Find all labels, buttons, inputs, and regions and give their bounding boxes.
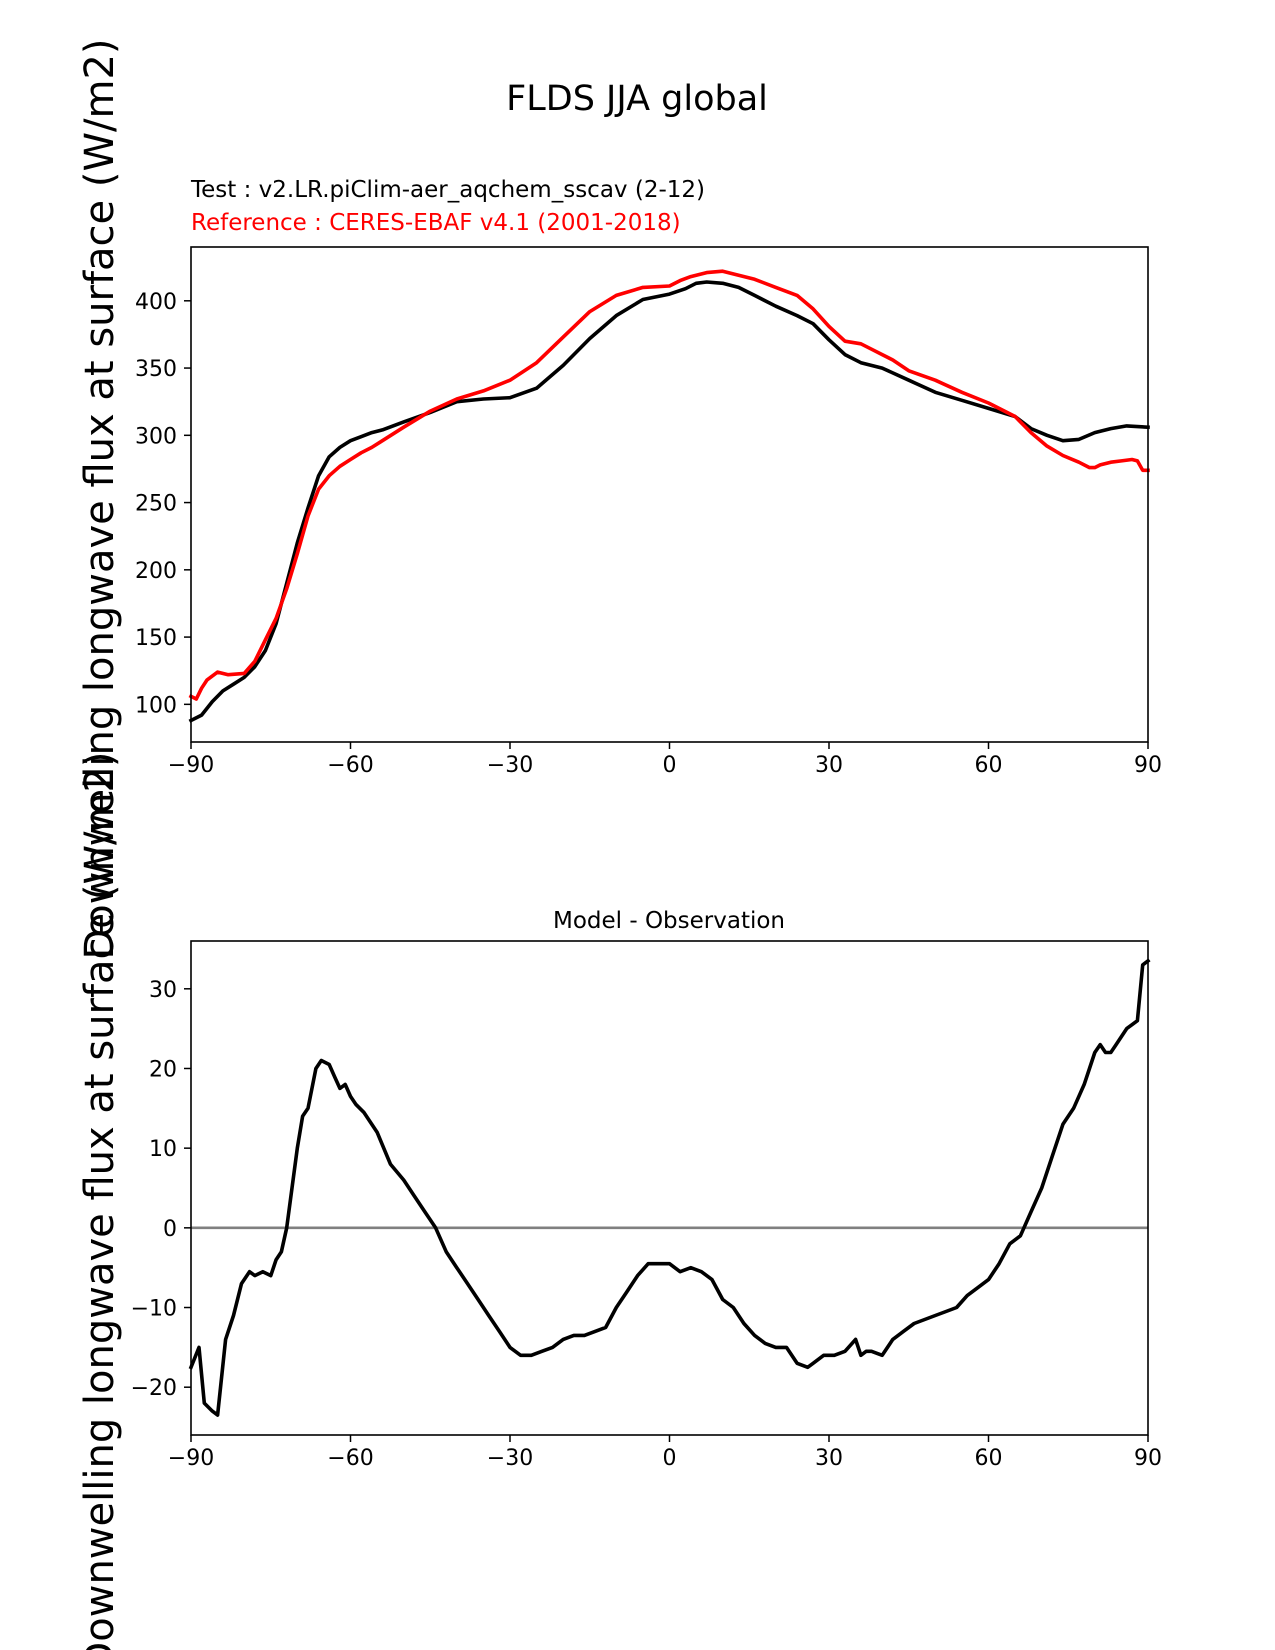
x-tick-label: 0 [663, 753, 677, 778]
figure-title: FLDS JJA global [506, 79, 768, 119]
series-line-reference [188, 269, 1150, 701]
x-tick-label: −90 [168, 753, 214, 778]
y-tick-label: −10 [131, 1297, 177, 1322]
y-tick-label: 300 [135, 424, 177, 449]
x-tick-label: −30 [487, 1446, 533, 1471]
x-tick-label: 30 [815, 753, 843, 778]
x-tick-label: 90 [1134, 1446, 1162, 1471]
x-tick-label: −60 [327, 753, 373, 778]
x-tick-label: 60 [975, 753, 1003, 778]
x-tick-label: 0 [663, 1446, 677, 1471]
y-tick-label: 20 [149, 1057, 177, 1082]
y-tick-label: 250 [135, 492, 177, 517]
y-tick-label: 100 [135, 693, 177, 718]
series-line-test [188, 280, 1150, 723]
bottom-ylabel: Downwelling longwave flux at surface (W/… [77, 751, 123, 1650]
x-tick-label: 30 [815, 1446, 843, 1471]
x-tick-label: −30 [487, 753, 533, 778]
top-plot: −90 −60 −30 0 30 60 90 100 150 200 250 300 350 400 [135, 246, 1162, 778]
y-tick-label: 400 [135, 290, 177, 315]
y-tick-label: −20 [131, 1376, 177, 1401]
reference-label: Reference : CERES-EBAF v4.1 (2001-2018) [191, 210, 681, 236]
difference-plot: −90 −60 −30 0 30 60 90 −20 −10 0 10 20 30 [131, 940, 1162, 1471]
y-tick-label: 30 [149, 978, 177, 1003]
y-tick-label: 10 [149, 1137, 177, 1162]
y-tick-label: 200 [135, 559, 177, 584]
x-tick-label: −60 [327, 1446, 373, 1471]
test-label: Test : v2.LR.piClim-aer_aqchem_sscav (2-… [190, 177, 705, 203]
y-tick-label: 350 [135, 357, 177, 382]
series-line-difference [188, 958, 1151, 1417]
y-tick-label: 150 [135, 626, 177, 651]
x-tick-label: 90 [1134, 753, 1162, 778]
y-tick-label: 0 [163, 1217, 177, 1242]
x-tick-label: −90 [168, 1446, 214, 1471]
top-ylabel: Downwelling longwave flux at surface (W/… [77, 38, 123, 959]
difference-plot-title: Model - Observation [553, 908, 785, 934]
x-tick-label: 60 [975, 1446, 1003, 1471]
